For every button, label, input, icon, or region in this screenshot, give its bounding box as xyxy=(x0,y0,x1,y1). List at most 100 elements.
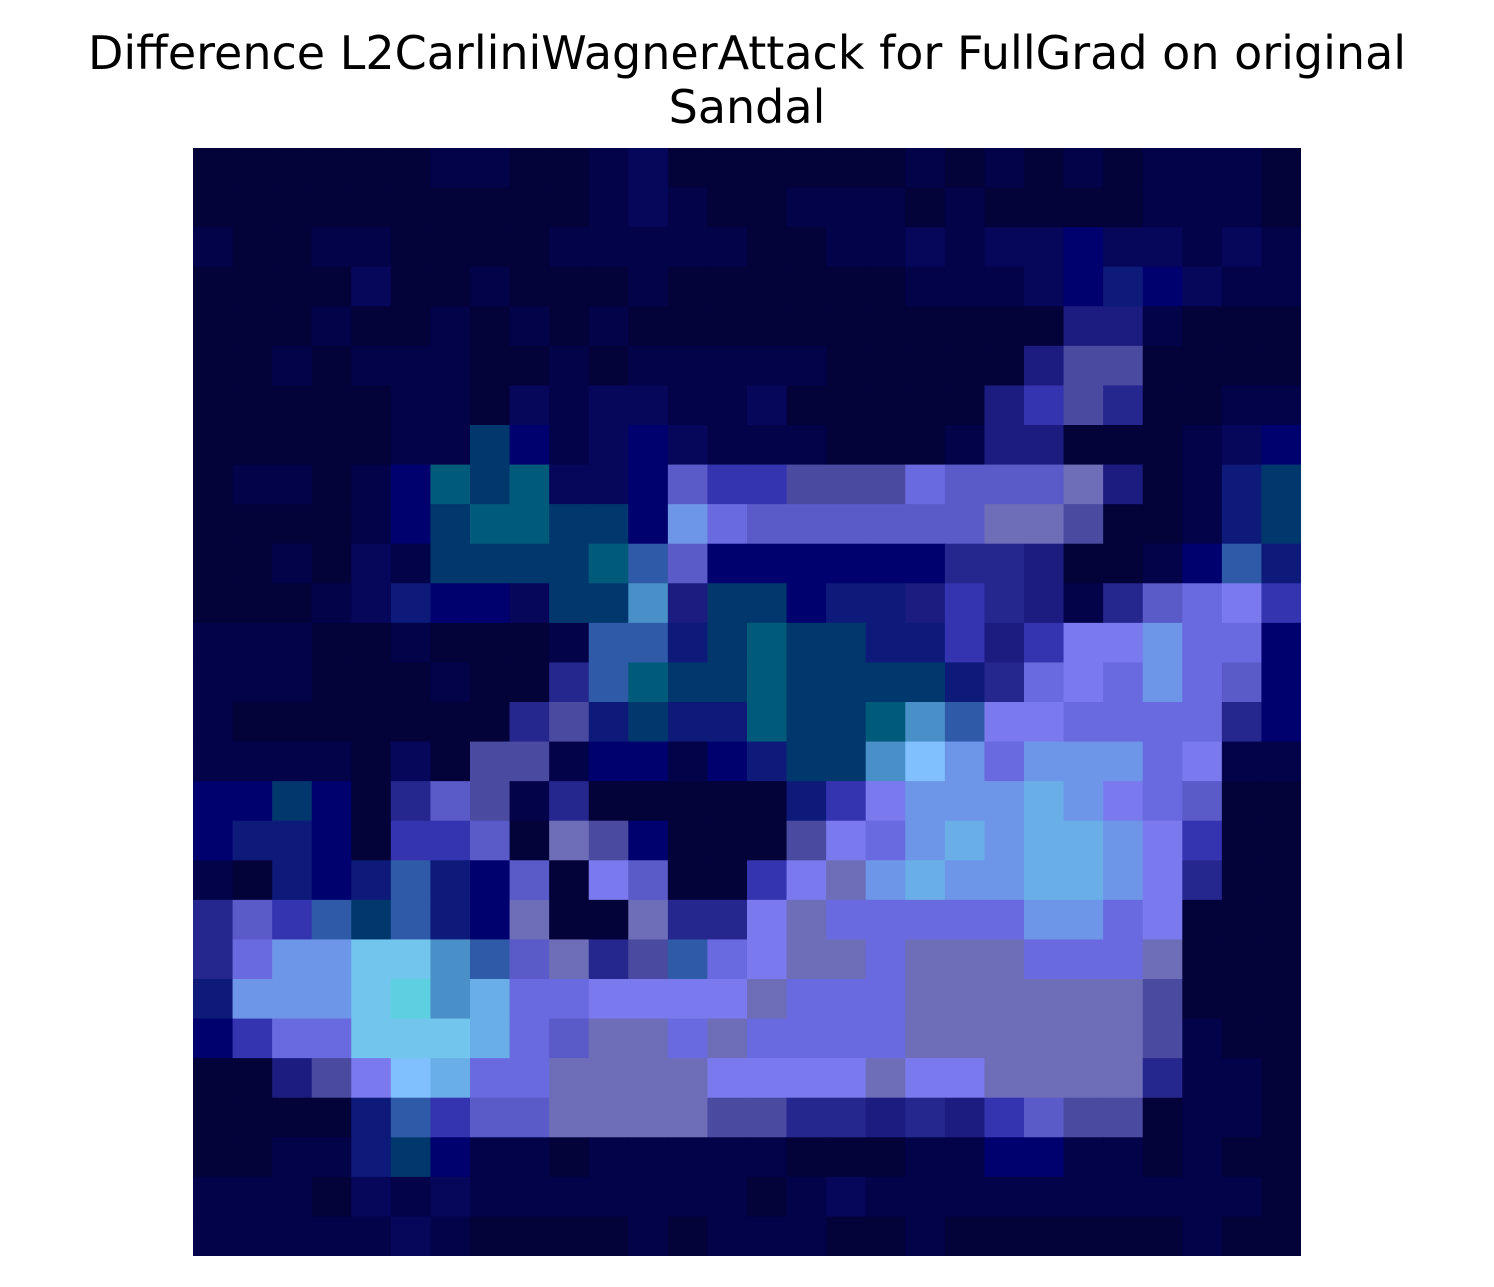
heatmap-cell xyxy=(272,1097,313,1138)
heatmap-cell xyxy=(786,227,827,268)
heatmap-cell xyxy=(984,939,1025,980)
heatmap-cell xyxy=(826,1018,867,1059)
heatmap-cell xyxy=(509,148,550,189)
heatmap-cell xyxy=(667,148,709,189)
heatmap-cell xyxy=(470,702,511,743)
heatmap-cell xyxy=(865,425,906,466)
heatmap-cell xyxy=(1103,306,1144,347)
heatmap-cell xyxy=(667,1058,709,1099)
heatmap-cell xyxy=(588,187,629,228)
heatmap-cell xyxy=(272,1176,313,1218)
heatmap-cell xyxy=(430,543,471,584)
heatmap-cell xyxy=(905,345,946,387)
heatmap-cell xyxy=(351,543,392,584)
heatmap-cell xyxy=(1103,741,1144,782)
heatmap-cell xyxy=(667,504,709,545)
heatmap-cell xyxy=(193,385,234,426)
heatmap-cell xyxy=(311,543,352,584)
heatmap-cell xyxy=(193,939,234,980)
heatmap-cell xyxy=(193,1137,234,1178)
heatmap-cell xyxy=(984,1216,1025,1256)
heatmap-cell xyxy=(430,939,471,980)
heatmap-cell xyxy=(1063,741,1104,782)
heatmap-cell xyxy=(707,860,748,901)
heatmap-cell xyxy=(1261,425,1301,466)
heatmap-cell xyxy=(628,543,669,584)
heatmap-cell xyxy=(747,385,788,426)
heatmap-cell xyxy=(905,148,946,189)
heatmap-cell xyxy=(905,464,946,505)
heatmap-cell xyxy=(944,1097,986,1138)
heatmap-cell xyxy=(944,662,986,703)
heatmap-cell xyxy=(351,1018,392,1059)
heatmap-cell xyxy=(430,702,471,743)
heatmap-cell xyxy=(470,1097,511,1138)
heatmap-cell xyxy=(232,899,273,941)
heatmap-cell xyxy=(470,148,511,189)
heatmap-cell xyxy=(1103,425,1144,466)
heatmap-cell xyxy=(1142,504,1183,545)
heatmap-cell xyxy=(1063,1097,1104,1138)
heatmap-cell xyxy=(628,1176,669,1218)
heatmap-cell xyxy=(351,148,392,189)
heatmap-cell xyxy=(272,385,313,426)
heatmap-cell xyxy=(707,820,748,861)
heatmap-cell xyxy=(390,860,432,901)
heatmap-cell xyxy=(786,504,827,545)
heatmap-cell xyxy=(747,345,788,387)
heatmap-cell xyxy=(430,860,471,901)
heatmap-cell xyxy=(786,148,827,189)
heatmap-cell xyxy=(1221,939,1263,980)
heatmap-cell xyxy=(826,899,867,941)
heatmap-cell xyxy=(311,702,352,743)
heatmap-cell xyxy=(1142,543,1183,584)
heatmap-cell xyxy=(430,622,471,664)
heatmap-cell xyxy=(1024,1216,1065,1256)
heatmap-cell xyxy=(1261,1216,1301,1256)
heatmap-cell xyxy=(984,820,1025,861)
heatmap-cell xyxy=(1261,266,1301,307)
chart-title: Difference L2CarliniWagnerAttack for Ful… xyxy=(0,26,1494,134)
heatmap-cell xyxy=(1142,306,1183,347)
heatmap-cell xyxy=(865,1216,906,1256)
heatmap-cell xyxy=(193,148,234,189)
heatmap-cell xyxy=(311,1097,352,1138)
heatmap-cell xyxy=(193,899,234,941)
heatmap-cell xyxy=(1182,781,1223,822)
heatmap-cell xyxy=(588,385,629,426)
heatmap-cell xyxy=(747,860,788,901)
heatmap-cell xyxy=(272,939,313,980)
heatmap-cell xyxy=(311,820,352,861)
heatmap-cell xyxy=(984,899,1025,941)
heatmap-cell xyxy=(351,504,392,545)
heatmap-cell xyxy=(232,1018,273,1059)
heatmap-cell xyxy=(1142,266,1183,307)
heatmap-cell xyxy=(786,1137,827,1178)
heatmap-cell xyxy=(667,543,709,584)
heatmap-cell xyxy=(826,781,867,822)
heatmap-cell xyxy=(1063,583,1104,624)
heatmap-cell xyxy=(1142,1018,1183,1059)
heatmap-cell xyxy=(232,781,273,822)
heatmap-cell xyxy=(509,187,550,228)
heatmap-cell xyxy=(390,148,432,189)
heatmap-cell xyxy=(272,979,313,1020)
heatmap-cell xyxy=(1221,345,1263,387)
heatmap-cell xyxy=(826,1097,867,1138)
heatmap-cell xyxy=(1261,702,1301,743)
heatmap-cell xyxy=(707,1058,748,1099)
heatmap-cell xyxy=(509,860,550,901)
heatmap-cell xyxy=(865,702,906,743)
heatmap-cell xyxy=(786,820,827,861)
heatmap-cell xyxy=(549,979,590,1020)
heatmap-cell xyxy=(549,1058,590,1099)
heatmap-cell xyxy=(311,583,352,624)
heatmap-cell xyxy=(1261,1058,1301,1099)
heatmap-cell xyxy=(1182,1137,1223,1178)
heatmap-cell xyxy=(509,543,550,584)
heatmap-cell xyxy=(865,1018,906,1059)
heatmap-cell xyxy=(865,979,906,1020)
heatmap-cell xyxy=(1024,979,1065,1020)
heatmap-cell xyxy=(1024,148,1065,189)
heatmap-cell xyxy=(1221,781,1263,822)
